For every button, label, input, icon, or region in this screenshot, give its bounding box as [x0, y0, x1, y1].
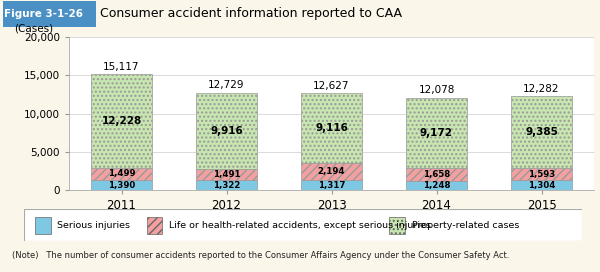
Text: 1,304: 1,304 [528, 181, 555, 190]
Text: (FY): (FY) [530, 218, 553, 228]
Text: 9,916: 9,916 [210, 126, 243, 136]
Text: 1,658: 1,658 [423, 170, 450, 179]
Text: 1,248: 1,248 [423, 181, 450, 190]
Bar [196, 180, 257, 190]
Text: Consumer accident information reported to CAA: Consumer accident information reported t… [100, 7, 402, 20]
Bar [389, 217, 405, 234]
Text: 12,228: 12,228 [101, 116, 142, 126]
Text: Property-related cases: Property-related cases [412, 221, 519, 230]
Text: 1,593: 1,593 [528, 170, 555, 179]
Text: 9,385: 9,385 [525, 127, 558, 137]
Text: 12,729: 12,729 [208, 81, 245, 90]
Bar [301, 93, 362, 163]
Text: 1,317: 1,317 [318, 181, 345, 190]
Text: 9,116: 9,116 [315, 123, 348, 133]
Bar [511, 96, 572, 168]
Bar [91, 180, 152, 190]
Text: Figure 3-1-26: Figure 3-1-26 [4, 9, 83, 19]
Bar [406, 98, 467, 168]
Bar [91, 74, 152, 168]
Text: 12,282: 12,282 [523, 84, 560, 94]
Bar [91, 168, 152, 180]
Bar [301, 180, 362, 190]
Text: 2,194: 2,194 [318, 167, 345, 176]
Text: 9,172: 9,172 [420, 128, 453, 138]
Bar [406, 168, 467, 181]
Bar [3, 1, 96, 27]
Bar [511, 180, 572, 190]
Text: 12,627: 12,627 [313, 81, 350, 91]
Bar [301, 163, 362, 180]
Bar [35, 217, 51, 234]
Bar [147, 217, 163, 234]
Text: 1,491: 1,491 [213, 170, 240, 179]
Text: 12,078: 12,078 [418, 85, 455, 95]
Text: Serious injuries: Serious injuries [58, 221, 130, 230]
Text: (Cases): (Cases) [14, 24, 53, 34]
Bar [196, 169, 257, 180]
Text: 1,322: 1,322 [213, 181, 240, 190]
Text: 15,117: 15,117 [103, 62, 140, 72]
Text: 1,390: 1,390 [108, 181, 135, 190]
Bar [406, 181, 467, 190]
Text: (Note)   The number of consumer accidents reported to the Consumer Affairs Agenc: (Note) The number of consumer accidents … [12, 251, 509, 260]
Text: Life or health-related accidents, except serious injuries: Life or health-related accidents, except… [169, 221, 431, 230]
Bar [511, 168, 572, 180]
Text: 1,499: 1,499 [108, 169, 135, 178]
Bar [196, 92, 257, 169]
